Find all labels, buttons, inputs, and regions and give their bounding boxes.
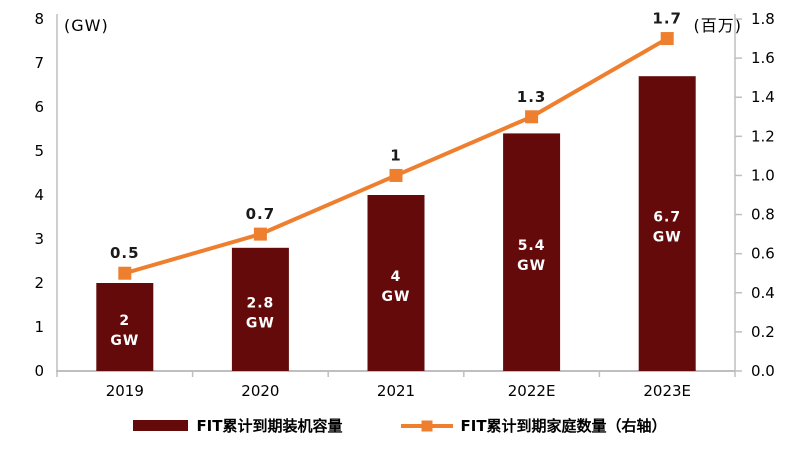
right-axis-tick-label: 0.8 xyxy=(751,206,775,224)
line-value-label: 1.7 xyxy=(652,10,682,28)
line-marker xyxy=(253,227,267,241)
line-marker-icon xyxy=(421,420,432,431)
line-marker xyxy=(660,32,674,46)
line-value-label: 0.5 xyxy=(110,244,140,262)
bar-unit-label: GW xyxy=(110,333,139,349)
legend-item-line-series: FIT累计到期家庭数量（右轴） xyxy=(400,415,667,436)
left-axis-tick-label: 3 xyxy=(34,230,44,248)
bar-unit-label: GW xyxy=(246,315,275,331)
left-axis-tick-label: 4 xyxy=(34,186,44,204)
line-value-label: 0.7 xyxy=(246,205,276,223)
left-axis-title: (GW) xyxy=(64,16,109,35)
line-marker xyxy=(525,110,539,124)
right-axis-tick-label: 0.0 xyxy=(751,362,775,380)
legend: FIT累计到期装机容量 FIT累计到期家庭数量（右轴） xyxy=(0,415,800,436)
line-swatch-icon xyxy=(400,420,453,431)
right-axis-title: (百万) xyxy=(694,16,743,35)
left-axis-tick-label: 5 xyxy=(34,142,44,160)
right-axis-tick-label: 0.6 xyxy=(751,245,775,263)
left-axis-tick-label: 7 xyxy=(34,54,44,72)
bar-swatch-icon xyxy=(133,420,189,431)
right-axis-tick-label: 0.4 xyxy=(751,284,775,302)
line-value-label: 1 xyxy=(390,146,401,164)
chart-canvas: 0 1 2 3 4 5 6 7 8 0.0 0.2 0.4 0.6 0.8 1.0 1.2 1.4 1.6 1.8 2… xyxy=(34,10,774,400)
x-axis-label: 2019 xyxy=(106,382,144,400)
x-axis-label: 2023E xyxy=(643,382,691,400)
x-axis-label: 2021 xyxy=(377,382,415,400)
x-axis-label: 2020 xyxy=(241,382,279,400)
left-axis-tick-label: 2 xyxy=(34,274,44,292)
left-axis-tick-label: 8 xyxy=(34,10,44,28)
bar xyxy=(503,133,561,371)
line-value-label: 1.3 xyxy=(517,88,547,106)
bar xyxy=(231,247,289,371)
bar-value-label: 4 xyxy=(391,269,402,285)
left-axis-tick-label: 0 xyxy=(34,362,44,380)
legend-label-line-series: FIT累计到期家庭数量（右轴） xyxy=(460,417,667,435)
right-axis-tick-label: 1.4 xyxy=(751,88,775,106)
bar xyxy=(638,76,696,371)
line-marker xyxy=(389,168,403,182)
right-axis-tick-label: 0.2 xyxy=(751,323,775,341)
right-axis-tick-label: 1.8 xyxy=(751,10,775,28)
bar-value-label: 2.8 xyxy=(246,295,274,311)
bar-value-label: 2 xyxy=(119,313,130,329)
chart-svg: (GW) (百万) 0 1 2 3 4 5 6 7 8 0.0 0.2 0.4 0.6 0.8 1.0 1.2… xyxy=(34,10,774,400)
bar xyxy=(96,283,154,371)
bar-value-label: 6.7 xyxy=(653,210,681,226)
bar-unit-label: GW xyxy=(517,258,546,274)
legend-item-bar-series: FIT累计到期装机容量 xyxy=(133,415,343,436)
left-axis-tick-label: 6 xyxy=(34,98,44,116)
right-axis-tick-label: 1.0 xyxy=(751,166,775,184)
right-axis-tick-label: 1.6 xyxy=(751,49,775,67)
right-axis-tick-label: 1.2 xyxy=(751,127,775,145)
bar-value-label: 5.4 xyxy=(518,238,546,254)
bar-unit-label: GW xyxy=(653,230,682,246)
line-marker xyxy=(118,266,132,280)
left-axis-tick-label: 1 xyxy=(34,318,44,336)
bar xyxy=(367,195,425,371)
bar-unit-label: GW xyxy=(382,289,411,305)
x-axis-label: 2022E xyxy=(508,382,556,400)
legend-label-bar-series: FIT累计到期装机容量 xyxy=(196,417,343,435)
